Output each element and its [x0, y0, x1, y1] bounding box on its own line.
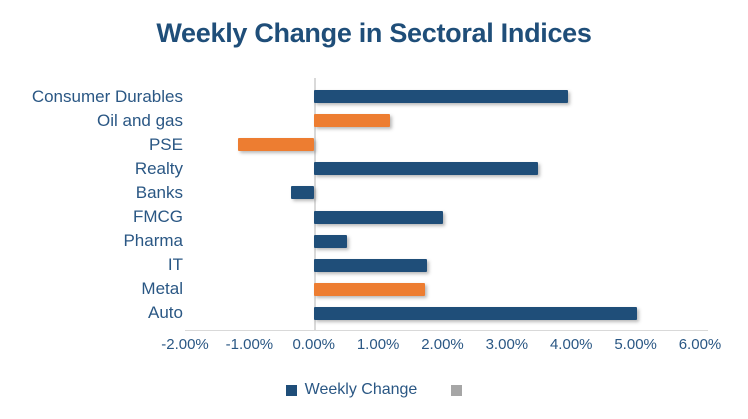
value-axis-line — [185, 330, 708, 331]
category-label: IT — [167, 255, 183, 275]
bar-realty — [313, 162, 538, 176]
category-axis-line — [314, 78, 316, 331]
legend: Weekly Change — [0, 381, 748, 399]
x-tick-label: 0.00% — [292, 336, 336, 353]
bar-pse — [238, 138, 314, 152]
x-tick-label: -2.00% — [161, 336, 209, 353]
legend-swatch — [451, 384, 463, 396]
bar-consumer-durables — [313, 90, 569, 103]
category-label: Realty — [134, 158, 183, 178]
legend-label: Weekly Change — [304, 381, 418, 398]
category-label: Auto — [148, 303, 183, 323]
bar-metal — [313, 282, 426, 296]
category-label: FMCG — [132, 207, 183, 226]
bar-it — [313, 258, 428, 272]
bar-banks — [290, 186, 314, 200]
bar-fmcg — [313, 210, 443, 224]
x-tick-label: 6.00% — [678, 336, 722, 353]
x-tick-label: 5.00% — [614, 336, 657, 353]
bar-auto — [313, 306, 637, 320]
x-tick-label: 4.00% — [549, 336, 593, 353]
bar-pharma — [313, 234, 347, 248]
legend-item — [451, 384, 463, 396]
legend-item: Weekly Change — [285, 381, 418, 399]
chart-title: Weekly Change in Sectoral Indices — [156, 18, 592, 48]
category-label: Consumer Durables — [31, 86, 183, 106]
x-tick-label: 2.00% — [421, 336, 464, 353]
legend-swatch — [285, 384, 297, 396]
category-label: Metal — [141, 279, 183, 299]
category-label: Oil and gas — [97, 110, 183, 130]
x-tick-label: 1.00% — [356, 336, 400, 353]
x-tick-label: -1.00% — [225, 336, 274, 353]
category-label: Pharma — [123, 231, 183, 251]
x-tick-label: 3.00% — [485, 336, 529, 353]
bar-oil-and-gas — [313, 114, 390, 128]
category-label: PSE — [148, 134, 183, 154]
category-label: Banks — [135, 182, 183, 202]
